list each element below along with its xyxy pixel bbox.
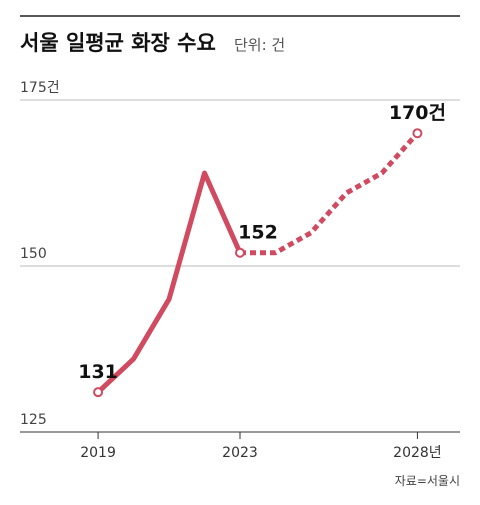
y-tick-label: 150 (20, 246, 47, 262)
x-tick-label: 2019 (80, 445, 116, 461)
y-tick-label: 125 (20, 412, 47, 428)
x-tick-label: 2023 (222, 445, 258, 461)
y-tick-label: 175건 (20, 80, 60, 96)
x-tick-label: 2028년 (393, 445, 442, 461)
value-label: 170건 (389, 102, 446, 124)
value-label: 131 (78, 361, 118, 383)
value-label: 152 (238, 222, 278, 244)
point-marker (412, 128, 423, 139)
chart-title: 서울 일평균 화장 수요 (20, 31, 216, 55)
point-marker (235, 247, 245, 258)
series-line (240, 131, 420, 256)
source: 자료=서울시 (395, 474, 460, 488)
point-marker (93, 387, 104, 398)
series-line (96, 170, 243, 394)
unit-label: 단위: 건 (234, 36, 285, 54)
